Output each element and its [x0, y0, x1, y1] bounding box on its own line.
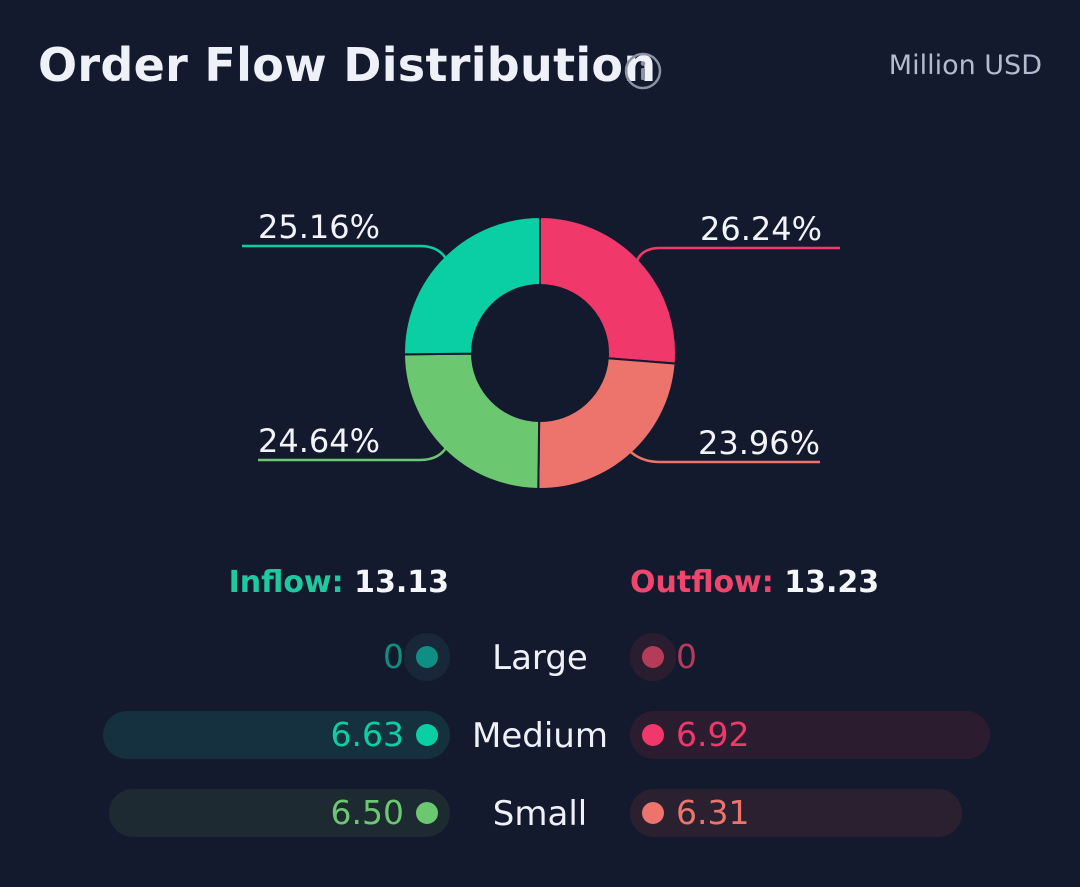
leader-line-1: [634, 246, 840, 266]
inflow-medium-value: 6.63: [330, 715, 404, 754]
inflow-label: Inflow:: [228, 565, 344, 600]
header: Order Flow Distribution Million USD: [38, 38, 1042, 102]
outflow-small-value: 6.31: [676, 793, 750, 832]
row-label: Medium: [472, 716, 608, 756]
row-label: Small: [492, 794, 588, 834]
outflow-dot: [642, 802, 664, 824]
inflow-small-bar: 6.50: [109, 789, 450, 837]
slice-label-3: 24.64%: [258, 422, 380, 460]
outflow-small-bar: 6.31: [630, 789, 962, 837]
outflow-label: Outflow:: [630, 565, 774, 600]
slice-label-4: 25.16%: [258, 208, 380, 246]
info-icon[interactable]: [624, 52, 662, 90]
row-label: Large: [492, 638, 588, 678]
donut-slice-2[interactable]: [537, 357, 677, 490]
slice-label-2: 23.96%: [698, 424, 820, 462]
inflow-value: 13.13: [354, 565, 449, 600]
row-large: 0 Large 0: [0, 633, 1080, 683]
outflow-medium-value: 6.92: [676, 715, 750, 754]
outflow-value: 13.23: [784, 565, 880, 600]
outflow-dot: [642, 646, 664, 668]
inflow-large-value: 0: [383, 637, 404, 676]
outflow-large-bar: 0: [630, 633, 697, 681]
unit-label: Million USD: [888, 50, 1042, 81]
inflow-small-value: 6.50: [330, 793, 404, 832]
outflow-total: Outflow: 13.23: [630, 565, 879, 600]
donut-slice-1[interactable]: [539, 215, 677, 365]
inflow-dot: [416, 802, 438, 824]
inflow-total: Inflow: 13.13: [229, 565, 449, 600]
donut-slice-3[interactable]: [402, 352, 541, 491]
leader-line-3: [258, 444, 450, 462]
slice-label-1: 26.24%: [700, 210, 822, 248]
row-medium: 6.63 Medium 6.92: [0, 711, 1080, 761]
outflow-medium-bar: 6.92: [630, 711, 990, 759]
inflow-dot: [416, 646, 438, 668]
outflow-dot: [642, 724, 664, 746]
leader-line-2: [626, 448, 820, 464]
inflow-dot: [416, 724, 438, 746]
inflow-medium-bar: 6.63: [103, 711, 450, 759]
leader-line-4: [242, 244, 449, 263]
page-title: Order Flow Distribution: [38, 38, 657, 92]
row-small: 6.50 Small 6.31: [0, 789, 1080, 839]
inflow-large-bar: 0: [383, 633, 450, 681]
donut-chart: 26.24% 23.96% 24.64% 25.16%: [242, 208, 840, 491]
outflow-large-value: 0: [676, 637, 697, 676]
donut-slice-4[interactable]: [403, 215, 541, 356]
flow-totals: Inflow: 13.13 Outflow: 13.23: [0, 565, 1080, 609]
